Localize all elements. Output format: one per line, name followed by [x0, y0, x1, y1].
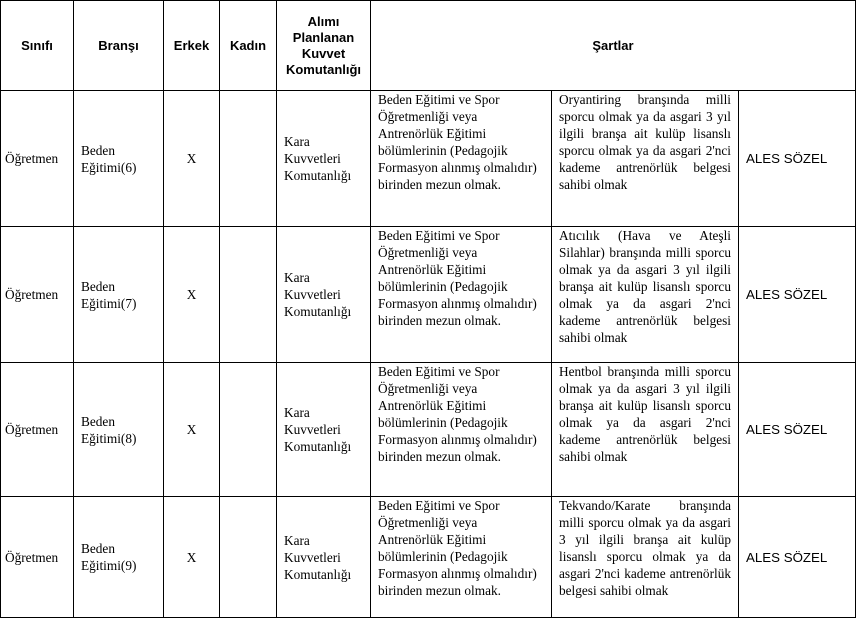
cell-komutanlik: Kara Kuvvetleri Komutanlığı — [276, 90, 371, 227]
cell-erkek: X — [163, 362, 220, 497]
cell-sinifi: Öğretmen — [0, 90, 74, 227]
cell-erkek: X — [163, 496, 220, 618]
cell-sinifi: Öğretmen — [0, 226, 74, 363]
header-bransi: Branşı — [73, 0, 164, 91]
table-row: Öğretmen Beden Eğitimi(7) X Kara Kuvvetl… — [0, 226, 856, 363]
cell-kadin — [219, 90, 277, 227]
cell-komutanlik: Kara Kuvvetleri Komutanlığı — [276, 496, 371, 618]
cell-sart: Atıcılık (Hava ve Ateşli Silahlar) branş… — [551, 226, 739, 363]
table-row: Öğretmen Beden Eğitimi(9) X Kara Kuvvetl… — [0, 496, 856, 618]
header-komutanlik: Alımı Planlanan Kuvvet Komutanlığı — [276, 0, 371, 91]
header-erkek: Erkek — [163, 0, 220, 91]
cell-sinifi: Öğretmen — [0, 362, 74, 497]
header-kadin: Kadın — [219, 0, 277, 91]
cell-egitim: Beden Eğitimi ve Spor Öğretmenliği veya … — [370, 226, 552, 363]
cell-bransi: Beden Eğitimi(8) — [73, 362, 164, 497]
cell-kadin — [219, 496, 277, 618]
header-row: Sınıfı Branşı Erkek Kadın Alımı Planlana… — [0, 0, 856, 91]
cell-bransi: Beden Eğitimi(6) — [73, 90, 164, 227]
header-sartlar: Şartlar — [370, 0, 856, 91]
cell-sinav: ALES SÖZEL — [738, 362, 856, 497]
header-sinifi: Sınıfı — [0, 0, 74, 91]
cell-sinav: ALES SÖZEL — [738, 496, 856, 618]
cell-sinav: ALES SÖZEL — [738, 226, 856, 363]
cell-egitim: Beden Eğitimi ve Spor Öğretmenliği veya … — [370, 362, 552, 497]
cell-komutanlik: Kara Kuvvetleri Komutanlığı — [276, 362, 371, 497]
cell-komutanlik: Kara Kuvvetleri Komutanlığı — [276, 226, 371, 363]
cell-bransi: Beden Eğitimi(9) — [73, 496, 164, 618]
table-row: Öğretmen Beden Eğitimi(8) X Kara Kuvvetl… — [0, 362, 856, 497]
table-row: Öğretmen Beden Eğitimi(6) X Kara Kuvvetl… — [0, 90, 856, 227]
cell-bransi: Beden Eğitimi(7) — [73, 226, 164, 363]
cell-erkek: X — [163, 90, 220, 227]
cell-sart: Tekvando/Karate branşında milli sporcu o… — [551, 496, 739, 618]
cell-egitim: Beden Eğitimi ve Spor Öğretmenliği veya … — [370, 90, 552, 227]
cell-kadin — [219, 226, 277, 363]
cell-sart: Oryantiring branşında milli sporcu olmak… — [551, 90, 739, 227]
cell-egitim: Beden Eğitimi ve Spor Öğretmenliği veya … — [370, 496, 552, 618]
cell-sinifi: Öğretmen — [0, 496, 74, 618]
cell-kadin — [219, 362, 277, 497]
cell-erkek: X — [163, 226, 220, 363]
cell-sart: Hentbol branşında milli sporcu olmak ya … — [551, 362, 739, 497]
cell-sinav: ALES SÖZEL — [738, 90, 856, 227]
